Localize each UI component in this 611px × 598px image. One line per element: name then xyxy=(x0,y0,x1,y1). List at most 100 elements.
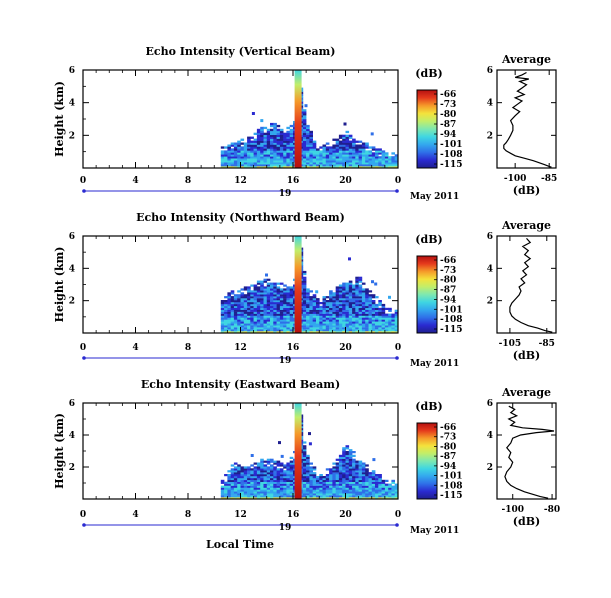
heatmap-cell xyxy=(388,307,392,310)
heatmap-cell xyxy=(250,476,254,479)
heatmap-cell xyxy=(391,315,395,318)
heatmap-cell xyxy=(279,479,284,482)
heatmap-cell xyxy=(335,325,340,328)
heatmap-cell xyxy=(342,468,346,471)
heatmap-cell xyxy=(279,487,284,490)
heatmap-cell xyxy=(263,160,268,163)
heatmap-cell xyxy=(358,302,363,305)
heatmap-cell xyxy=(283,134,287,137)
heatmap-cell xyxy=(352,315,356,318)
heatmap-cell xyxy=(227,315,231,318)
heatmap-cell xyxy=(335,294,340,297)
heatmap-cell xyxy=(358,160,363,163)
heatmap-cell xyxy=(329,294,333,297)
heatmap-cell xyxy=(335,472,340,475)
heatmap-cell xyxy=(263,152,268,155)
x-tick-label: 0 xyxy=(395,176,401,186)
heatmap-cell xyxy=(342,154,346,157)
heatmap-cell xyxy=(388,160,392,163)
heatmap-cell xyxy=(384,325,389,328)
heatmap-cell xyxy=(302,495,307,498)
heatmap-cell xyxy=(309,142,313,145)
heatmap-cell xyxy=(332,319,336,322)
heatmap-cell xyxy=(384,331,389,334)
heatmap-cell xyxy=(348,485,353,488)
heatmap-cell xyxy=(312,483,317,486)
y-tick-label: 2 xyxy=(69,297,75,307)
heatmap-cell xyxy=(319,495,323,498)
heatmap-cell xyxy=(270,458,274,461)
heatmap-cell xyxy=(348,280,353,283)
heatmap-cell xyxy=(227,327,231,330)
heatmap-cell xyxy=(220,495,225,498)
heatmap-cell xyxy=(279,309,284,312)
heatmap-cell xyxy=(263,474,268,477)
heatmap-cell xyxy=(312,156,317,159)
heatmap-cell xyxy=(342,477,346,481)
heatmap-cell xyxy=(355,288,359,291)
heatmap-cell xyxy=(250,300,254,303)
heatmap-cell xyxy=(375,476,379,479)
heatmap-cell xyxy=(283,302,287,305)
heatmap-cell xyxy=(355,309,359,312)
heatmap-cell xyxy=(345,472,350,475)
heatmap-cell xyxy=(289,495,294,498)
heatmap-cell xyxy=(273,460,277,463)
heatmap-cell xyxy=(289,483,294,486)
heatmap-cell xyxy=(270,286,274,289)
heatmap-cell xyxy=(394,309,399,312)
heatmap-cell xyxy=(335,497,340,500)
heatmap-cell xyxy=(309,491,313,494)
heatmap-cell xyxy=(371,162,376,165)
heatmap-cell xyxy=(302,158,307,161)
heatmap-cell xyxy=(338,302,343,305)
heatmap-cell xyxy=(358,294,363,297)
heatmap-cell xyxy=(371,323,376,326)
heatmap-cell xyxy=(312,323,317,326)
heatmap-cell xyxy=(338,146,343,149)
heatmap-cell xyxy=(319,474,323,477)
heatmap-cell xyxy=(384,497,389,500)
heatmap-cell xyxy=(368,303,373,307)
heatmap-cell xyxy=(260,315,264,318)
heatmap-cell xyxy=(240,302,245,305)
heatmap-cell xyxy=(352,164,356,167)
heatmap-cell xyxy=(352,474,356,477)
heatmap-cell xyxy=(342,476,346,479)
heatmap-cell xyxy=(240,146,245,149)
heatmap-cell xyxy=(355,144,359,147)
heatmap-cell xyxy=(224,158,228,161)
heatmap-cell xyxy=(342,323,346,326)
heatmap-cell xyxy=(250,148,254,151)
heatmap-cell xyxy=(335,485,340,488)
heatmap-cell xyxy=(276,309,281,312)
heatmap-cell xyxy=(286,479,290,482)
heatmap-cell xyxy=(286,495,290,498)
heatmap-cell xyxy=(247,485,251,488)
heatmap-cell xyxy=(237,317,241,320)
heatmap-cell xyxy=(263,164,268,167)
heatmap-cell xyxy=(371,497,376,500)
heatmap-cell xyxy=(263,460,268,463)
heatmap-cell xyxy=(230,327,235,330)
heatmap-cell xyxy=(355,321,359,324)
heatmap-cell xyxy=(233,462,238,465)
heatmap-cell xyxy=(365,166,369,169)
avg-y-tick-label: 2 xyxy=(487,463,493,473)
heatmap-cell xyxy=(371,158,376,161)
heatmap-cell xyxy=(348,142,353,145)
heatmap-cell xyxy=(325,317,330,320)
heatmap-cell xyxy=(286,489,290,492)
heatmap-cell xyxy=(312,321,317,324)
heatmap-cell xyxy=(319,329,323,332)
heatmap-cell xyxy=(361,495,366,498)
heatmap-cell xyxy=(237,477,241,481)
heatmap-cell xyxy=(384,164,389,167)
heatmap-cell xyxy=(309,166,313,169)
heatmap-cell xyxy=(312,166,317,169)
heatmap-cell xyxy=(260,323,264,326)
heatmap-cell xyxy=(237,160,241,163)
heatmap-cell xyxy=(302,126,307,130)
heatmap-cell xyxy=(286,300,290,303)
heatmap-cell xyxy=(283,319,287,322)
